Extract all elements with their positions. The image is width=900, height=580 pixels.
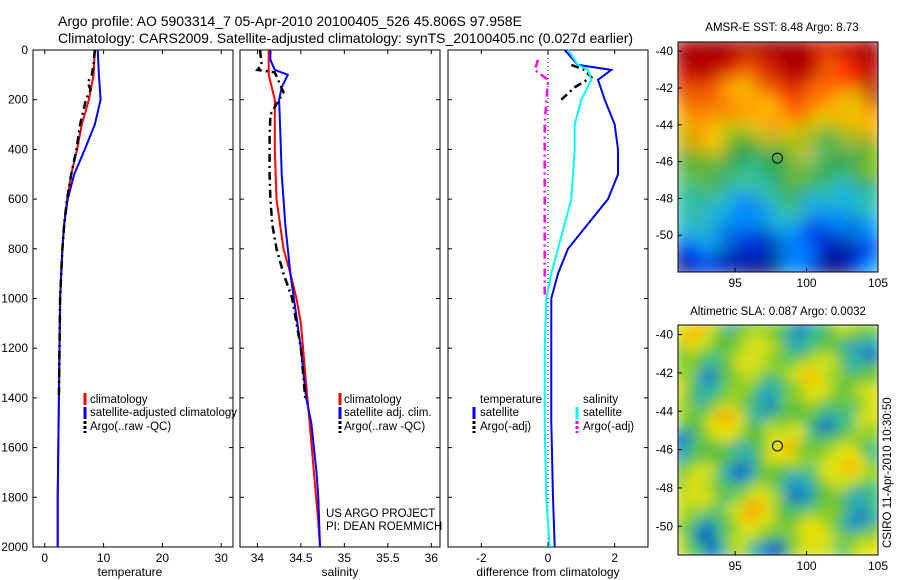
legend-satellite: satellite-adjusted climatology — [90, 407, 237, 419]
temperature-x-ticks: 0 10 20 30 — [41, 50, 228, 565]
depth-tick-label: 600 — [8, 192, 28, 206]
sla-map-title: Altimetric SLA: 0.087 Argo: 0.0032 — [690, 306, 866, 318]
sst-map-ticks: 95 100 105 -40 -42 -44 -46 -48 -50 — [656, 44, 889, 290]
sla-map-ticks: 95 100 105 -40 -42 -44 -46 -48 -50 — [656, 328, 889, 573]
x-tick-label: 36 — [425, 551, 439, 565]
series-line-salinity-satellite — [543, 49, 593, 548]
legend-satellite: satellite adj. clim. — [344, 407, 432, 419]
y-tick-label: -44 — [656, 404, 674, 418]
depth-tick-label: 2000 — [1, 540, 28, 554]
y-tick-label: -42 — [656, 366, 674, 380]
difference-xlabel: difference from climatology — [476, 565, 619, 579]
depth-tick-label: 1800 — [1, 490, 28, 504]
series-line-salinity-argo-adj- — [533, 59, 550, 299]
y-tick-label: -44 — [656, 118, 674, 132]
depth-tick-label: 1000 — [1, 292, 28, 306]
legend-climatology: climatology — [90, 394, 148, 406]
y-tick-label: -50 — [656, 519, 674, 533]
project-credit: US ARGO PROJECT — [326, 508, 435, 520]
legend-temp-argo: Argo(-adj) — [480, 421, 531, 433]
x-tick-label: 105 — [868, 559, 888, 573]
x-tick-label: 35 — [338, 551, 352, 565]
legend-argo: Argo(..raw -QC) — [90, 421, 171, 433]
depth-tick-label: 800 — [8, 242, 28, 256]
legend-sal-argo: Argo(-adj) — [583, 421, 634, 433]
y-tick-label: -40 — [656, 44, 674, 58]
x-tick-label: 30 — [215, 551, 229, 565]
temperature-legend: climatology satellite-adjusted climatolo… — [83, 393, 237, 433]
y-tick-label: -50 — [656, 228, 674, 242]
sst-map — [678, 42, 878, 272]
temperature-series — [56, 49, 102, 547]
temperature-xlabel: temperature — [98, 565, 163, 579]
difference-x-ticks: -2 0 2 — [476, 50, 618, 565]
sst-map-frame — [677, 41, 879, 273]
difference-legend: temperature salinity satellite Argo(-adj… — [472, 394, 634, 433]
x-tick-label: 20 — [156, 551, 170, 565]
argo-float-marker — [771, 440, 783, 452]
x-tick-label: 2 — [611, 551, 618, 565]
series-line-satellite-adjusted-climatology — [56, 49, 102, 547]
depth-tick-label: 400 — [8, 142, 28, 156]
x-tick-label: 100 — [797, 559, 817, 573]
temperature-axes — [32, 49, 234, 548]
y-tick-label: -48 — [656, 191, 674, 205]
legend-sal-satellite: satellite — [583, 407, 622, 419]
x-tick-label: 0 — [545, 551, 552, 565]
sla-cell — [865, 542, 878, 555]
difference-series — [533, 49, 619, 548]
salinity-series — [254, 49, 321, 548]
series-line-temperature-satellite — [550, 49, 619, 548]
sst-map-title: AMSR-E SST: 8.48 Argo: 8.73 — [705, 22, 858, 34]
depth-tick-label: 1600 — [1, 441, 28, 455]
y-tick-label: -46 — [656, 443, 674, 457]
salinity-x-ticks: 34 34.5 35 35.5 36 — [251, 50, 439, 565]
depth-tick-label: 1200 — [1, 341, 28, 355]
header-line2: Climatology: CARS2009. Satellite-adjuste… — [58, 30, 633, 46]
depth-tick-label: 0 — [21, 43, 28, 57]
sla-map — [678, 325, 878, 555]
legend-climatology: climatology — [344, 394, 402, 406]
series-line-argo-raw-qc- — [254, 49, 307, 399]
y-tick-label: -42 — [656, 81, 674, 95]
timestamp: CSIRO 11-Apr-2010 10:30:50 — [882, 397, 894, 548]
legend-header-temperature: temperature — [480, 394, 542, 406]
x-tick-label: 34.5 — [289, 551, 313, 565]
sst-cell — [864, 258, 878, 272]
depth-tick-label: 200 — [8, 93, 28, 107]
x-tick-label: 105 — [868, 276, 888, 290]
x-tick-label: 95 — [728, 559, 742, 573]
legend-temp-satellite: satellite — [480, 407, 519, 419]
series-line-climatology — [56, 49, 96, 547]
x-tick-label: -2 — [476, 551, 487, 565]
salinity-xlabel: salinity — [322, 565, 359, 579]
sla-map-frame — [677, 324, 879, 556]
depth-tick-label: 1400 — [1, 391, 28, 405]
pi-credit: PI: DEAN ROEMMICH — [326, 521, 442, 533]
salinity-legend: climatology satellite adj. clim. Argo(..… — [338, 393, 432, 433]
y-tick-label: -46 — [656, 155, 674, 169]
series-line-argo-raw-qc- — [57, 49, 97, 398]
series-line-satellite-adj-clim- — [269, 50, 321, 548]
depth-tick-labels: 0 200 400 600 800 1000 1200 1400 1600 1800 2000 — [1, 43, 648, 554]
x-tick-label: 35.5 — [376, 551, 400, 565]
argo-float-marker — [771, 152, 783, 164]
header-line1: Argo profile: AO 5903314_7 05-Apr-2010 2… — [58, 13, 522, 29]
y-tick-label: -48 — [656, 481, 674, 495]
x-tick-label: 95 — [728, 276, 742, 290]
legend-argo: Argo(..raw -QC) — [344, 421, 425, 433]
x-tick-label: 100 — [797, 276, 817, 290]
x-tick-label: 34 — [251, 551, 265, 565]
x-tick-label: 10 — [97, 551, 111, 565]
legend-header-salinity: salinity — [583, 394, 618, 406]
y-tick-label: -40 — [656, 328, 674, 342]
x-tick-label: 0 — [41, 551, 48, 565]
